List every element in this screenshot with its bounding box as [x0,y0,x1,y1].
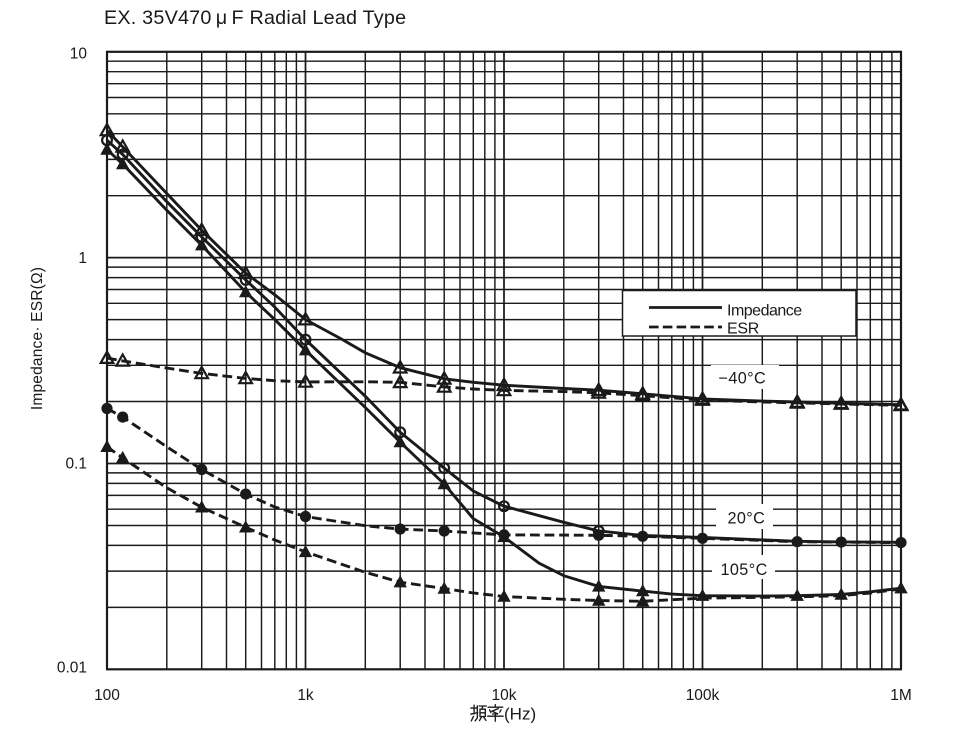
svg-text:1M: 1M [890,687,912,704]
svg-text:EX. 35V470 μ F Radial Lead Typ: EX. 35V470 μ F Radial Lead Type [104,7,406,29]
svg-text:0.01: 0.01 [57,659,87,676]
svg-text:(Hz): (Hz) [504,705,536,724]
svg-text:1k: 1k [297,687,314,704]
svg-text:Impedance: Impedance [727,303,802,320]
svg-text:Impedance· ESR(Ω): Impedance· ESR(Ω) [29,267,46,410]
svg-text:100k: 100k [686,687,720,704]
svg-text:105°C: 105°C [721,561,768,579]
svg-text:−40°C: −40°C [719,370,767,388]
svg-text:10: 10 [70,45,88,62]
svg-text:0.1: 0.1 [65,456,87,473]
svg-text:1: 1 [78,250,87,267]
svg-text:ESR: ESR [727,321,759,338]
svg-text:10k: 10k [492,687,517,704]
svg-text:100: 100 [94,687,120,704]
svg-text:20°C: 20°C [728,510,766,528]
